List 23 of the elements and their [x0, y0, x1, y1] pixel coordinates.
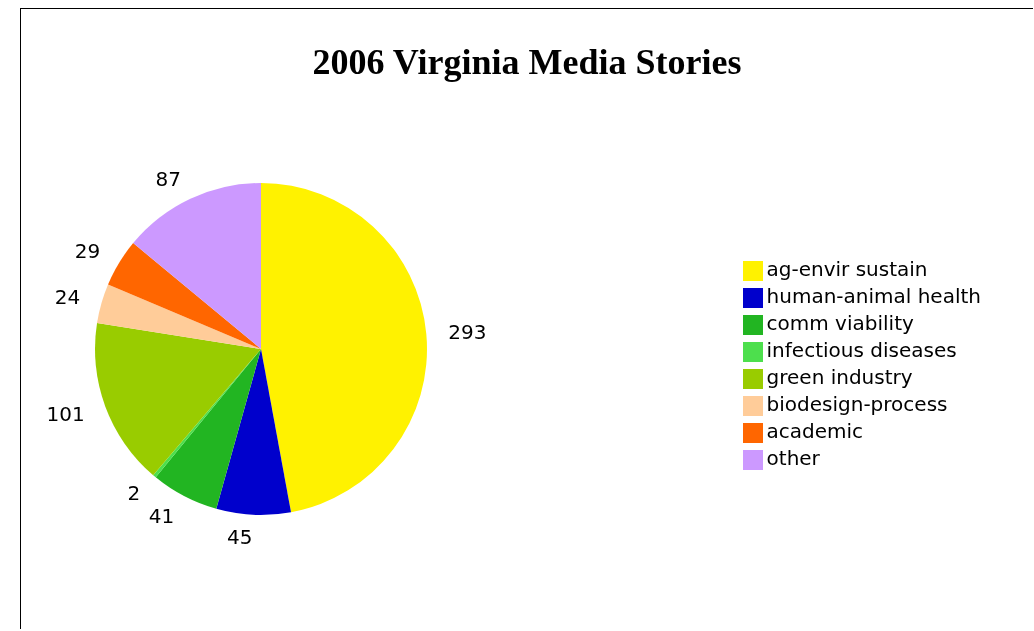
- pie-slice: [108, 243, 261, 349]
- legend-label: ag-envir sustain: [766, 257, 928, 281]
- pie-slice: [155, 349, 261, 509]
- data-label: 45: [227, 524, 253, 549]
- legend-label: human-animal health: [766, 284, 981, 308]
- data-label: 41: [148, 503, 175, 528]
- data-label: 101: [46, 402, 85, 427]
- pie-slice: [261, 183, 427, 513]
- data-label: 24: [54, 285, 81, 310]
- data-label: 2: [127, 481, 141, 506]
- legend-label: infectious diseases: [766, 338, 957, 362]
- legend-label: comm viability: [766, 311, 914, 335]
- legend-label: academic: [766, 419, 864, 443]
- chart-title: 2006 Virginia Media Stories: [311, 41, 743, 84]
- data-label: 87: [155, 166, 182, 191]
- pie-slice: [97, 284, 261, 349]
- legend-label: other: [766, 446, 820, 470]
- legend-label: biodesign-process: [766, 392, 948, 416]
- data-label: 29: [74, 239, 101, 264]
- pie-slice: [95, 323, 261, 476]
- legend-label: green industry: [766, 365, 913, 389]
- data-label: 293: [448, 319, 487, 344]
- pie-slice: [216, 349, 292, 515]
